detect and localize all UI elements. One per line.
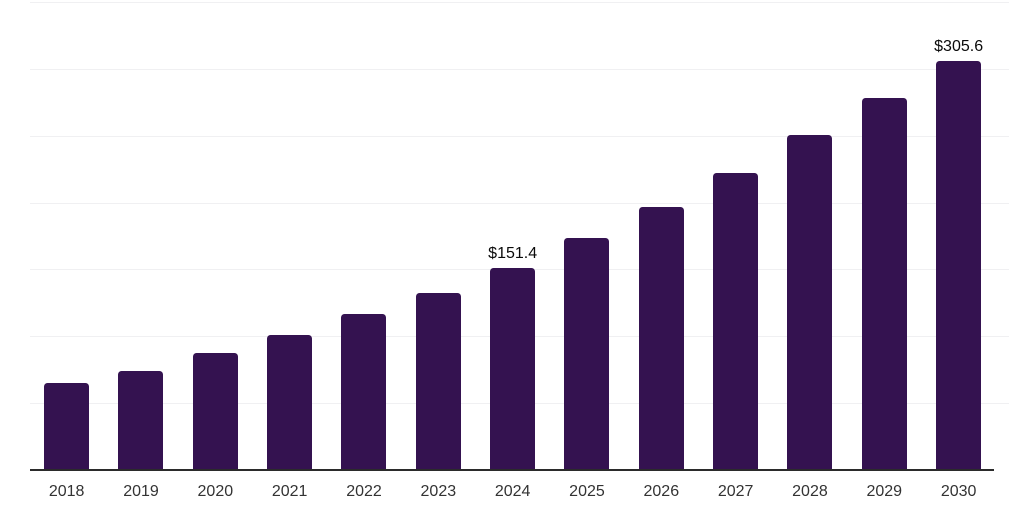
gridline bbox=[30, 135, 1009, 137]
x-axis-label-2029: 2029 bbox=[866, 483, 903, 500]
bar-2022[interactable] bbox=[341, 314, 387, 470]
bar-2025[interactable] bbox=[564, 238, 610, 470]
x-axis-label-2024: 2024 bbox=[494, 483, 531, 500]
x-axis-label-2028: 2028 bbox=[792, 483, 828, 500]
value-label-2024: $151.4 bbox=[488, 244, 538, 262]
bar-2028[interactable] bbox=[787, 135, 833, 470]
bar-2018[interactable] bbox=[44, 383, 90, 470]
x-axis-label-2022: 2022 bbox=[346, 483, 382, 500]
gridline bbox=[30, 68, 1009, 70]
bar-2020[interactable] bbox=[192, 353, 238, 470]
x-axis-line bbox=[30, 469, 994, 471]
x-axis-label-2021: 2021 bbox=[271, 483, 308, 500]
x-axis-label-2026: 2026 bbox=[643, 483, 680, 500]
x-axis-label-2025: 2025 bbox=[569, 483, 605, 500]
gridline bbox=[30, 202, 1009, 204]
bar-2019[interactable] bbox=[118, 370, 164, 470]
bar-2024[interactable] bbox=[490, 267, 536, 470]
bar-2029[interactable] bbox=[861, 98, 907, 470]
x-axis-label-2027: 2027 bbox=[717, 483, 754, 500]
x-axis-label-2030: 2030 bbox=[940, 483, 977, 500]
x-axis-label-2020: 2020 bbox=[197, 483, 234, 500]
bar-2021[interactable] bbox=[267, 334, 313, 470]
gridline bbox=[30, 2, 1009, 3]
bar-2030[interactable] bbox=[936, 61, 982, 470]
bar-2027[interactable] bbox=[713, 172, 759, 470]
x-axis-label-2019: 2019 bbox=[123, 483, 159, 500]
value-label-2030: $305.6 bbox=[934, 38, 984, 56]
bar-2023[interactable] bbox=[415, 292, 461, 470]
bar-2026[interactable] bbox=[638, 207, 684, 470]
x-axis-label-2023: 2023 bbox=[420, 483, 457, 500]
x-axis-label-2018: 2018 bbox=[48, 483, 85, 500]
